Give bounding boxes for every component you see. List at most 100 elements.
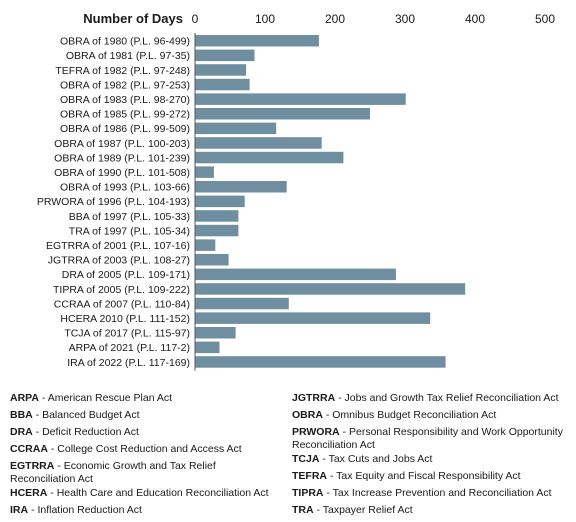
category-label: OBRA of 1982 (P.L. 97-253) (60, 79, 190, 91)
category-label: OBRA of 1981 (P.L. 97-35) (66, 50, 190, 62)
legend-abbreviation: BBA (10, 409, 33, 421)
legend-item: TEFRA - Tax Equity and Fiscal Responsibi… (292, 470, 521, 482)
legend-definition: Health Care and Education Reconciliation… (56, 487, 269, 499)
legend-item: PRWORA - Personal Responsibility and Wor… (292, 426, 563, 451)
bar (195, 181, 287, 193)
legend-item: JGTRRA - Jobs and Growth Tax Relief Reco… (292, 392, 559, 404)
category-label: BBA of 1997 (P.L. 105-33) (69, 211, 190, 223)
legend-item: TCJA - Tax Cuts and Jobs Act (292, 453, 433, 465)
category-label: OBRA of 1993 (P.L. 103-66) (60, 182, 190, 194)
bar (195, 137, 322, 149)
x-tick-label: 200 (325, 12, 345, 26)
bar (195, 268, 396, 281)
category-label: OBRA of 1990 (P.L. 101-508) (54, 167, 190, 179)
legend-item: TRA - Taxpayer Relief Act (292, 504, 413, 516)
category-label: TCJA of 2017 (P.L. 115-97) (64, 328, 190, 340)
x-tick-label: 300 (395, 12, 415, 26)
bar (195, 64, 247, 76)
x-tick-label: 500 (535, 12, 555, 26)
category-label: TIPRA of 2005 (P.L. 109-222) (53, 284, 190, 296)
category-label: OBRA of 1986 (P.L. 99-509) (60, 123, 190, 135)
category-label: OBRA of 1983 (P.L. 98-270) (60, 94, 190, 106)
legend-item: ARPA - American Rescue Plan Act (10, 392, 173, 404)
x-tick-label: 100 (255, 12, 275, 26)
legend-abbreviation: OBRA (292, 409, 323, 421)
bar (195, 297, 289, 310)
category-label: HCERA 2010 (P.L. 111-152) (60, 313, 190, 325)
legend-abbreviation: TRA (292, 504, 314, 516)
bar (195, 166, 214, 178)
legend-definition: Tax Equity and Fiscal Responsibility Act (336, 470, 521, 482)
legend-item: OBRA - Omnibus Budget Reconciliation Act (292, 409, 497, 421)
category-label: ARPA of 2021 (P.L. 117-2) (69, 342, 190, 354)
category-label: PRWORA of 1996 (P.L. 104-193) (37, 196, 190, 208)
legend-abbreviation: TIPRA (292, 487, 324, 499)
legend-abbreviation: DRA (10, 426, 33, 438)
bar (195, 108, 370, 120)
legend-definition: Balanced Budget Act (42, 409, 140, 421)
bar (195, 151, 344, 164)
bar-chart: Number of Days 0 100 200 300 400 500 OBRA of … (37, 11, 556, 371)
category-label: IRA of 2022 (P.L. 117-169) (67, 357, 190, 369)
legend-item: CCRAA - College Cost Reduction and Acces… (10, 443, 242, 455)
legend-item: BBA - Balanced Budget Act (10, 409, 140, 421)
legend-definition: Deficit Reduction Act (42, 426, 139, 438)
category-label: EGTRRA of 2001 (P.L. 107-16) (46, 240, 190, 252)
legend-item: IRA - Inflation Reduction Act (10, 504, 142, 516)
bar (195, 93, 406, 105)
category-label: OBRA of 1987 (P.L. 100-203) (54, 138, 190, 150)
bar (195, 224, 239, 237)
legend-definition: College Cost Reduction and Access Act (57, 443, 242, 455)
legend-definition: American Rescue Plan Act (47, 392, 173, 404)
bar (195, 49, 255, 62)
x-axis-ticks: 0 100 200 300 400 500 (192, 12, 556, 26)
x-tick-label: 400 (465, 12, 485, 26)
legend-abbreviation: CCRAA (10, 443, 48, 455)
legend-abbreviation: TEFRA (292, 470, 327, 482)
category-label: TRA of 1997 (P.L. 105-34) (69, 225, 190, 237)
axis-title: Number of Days (83, 11, 183, 26)
legend-item: TIPRA - Tax Increase Prevention and Reco… (292, 487, 552, 499)
legend-item: EGTRRA - Economic Growth and Tax Relief … (10, 460, 216, 485)
legend-abbreviation: HCERA (10, 487, 48, 499)
bars (195, 35, 466, 368)
legend-abbreviation: PRWORA (292, 426, 340, 438)
legend-abbreviation: IRA (10, 504, 29, 516)
legend-abbreviation: TCJA (292, 453, 320, 465)
category-label: DRA of 2005 (P.L. 109-171) (62, 269, 190, 281)
abbreviation-legend: ARPA - American Rescue Plan Act BBA - Bal… (0, 388, 576, 522)
category-labels: OBRA of 1980 (P.L. 96-499) OBRA of 1981 (… (37, 36, 190, 369)
category-label: JGTRRA of 2003 (P.L. 108-27) (48, 255, 190, 267)
bar (195, 195, 245, 208)
legend-abbreviation: JGTRRA (292, 392, 336, 404)
bar (195, 312, 431, 324)
legend-item: DRA - Deficit Reduction Act (10, 426, 139, 438)
legend-definition: Taxpayer Relief Act (322, 504, 413, 516)
legend-definition: Jobs and Growth Tax Relief Reconciliatio… (344, 392, 559, 404)
category-label: OBRA of 1989 (P.L. 101-239) (54, 152, 190, 164)
bar (195, 341, 220, 354)
bar (195, 283, 466, 295)
category-label: TEFRA of 1982 (P.L. 97-248) (55, 65, 190, 77)
legend-definition: Omnibus Budget Reconciliation Act (332, 409, 497, 421)
bar (195, 239, 216, 251)
category-label: CCRAA of 2007 (P.L. 110-84) (54, 298, 190, 310)
bar (195, 327, 236, 339)
bar (195, 356, 446, 368)
legend-definition: Economic Growth and Tax Relief Reconcili… (10, 460, 216, 485)
category-label: OBRA of 1985 (P.L. 99-272) (60, 109, 190, 121)
legend-abbreviation: EGTRRA (10, 460, 55, 472)
category-label: OBRA of 1980 (P.L. 96-499) (60, 36, 190, 48)
legend-item: HCERA - Health Care and Education Reconc… (10, 487, 269, 499)
bar (195, 78, 250, 91)
bar (195, 210, 239, 222)
legend-definition: Inflation Reduction Act (37, 504, 142, 516)
bar (195, 35, 319, 47)
x-tick-label: 0 (192, 12, 199, 26)
bar (195, 254, 229, 266)
legend-definition: Tax Cuts and Jobs Act (328, 453, 433, 465)
legend-definition: Personal Responsibility and Work Opportu… (292, 426, 563, 451)
legend-abbreviation: ARPA (10, 392, 39, 404)
legend-definition: Tax Increase Prevention and Reconciliati… (332, 487, 552, 499)
bar (195, 122, 277, 135)
